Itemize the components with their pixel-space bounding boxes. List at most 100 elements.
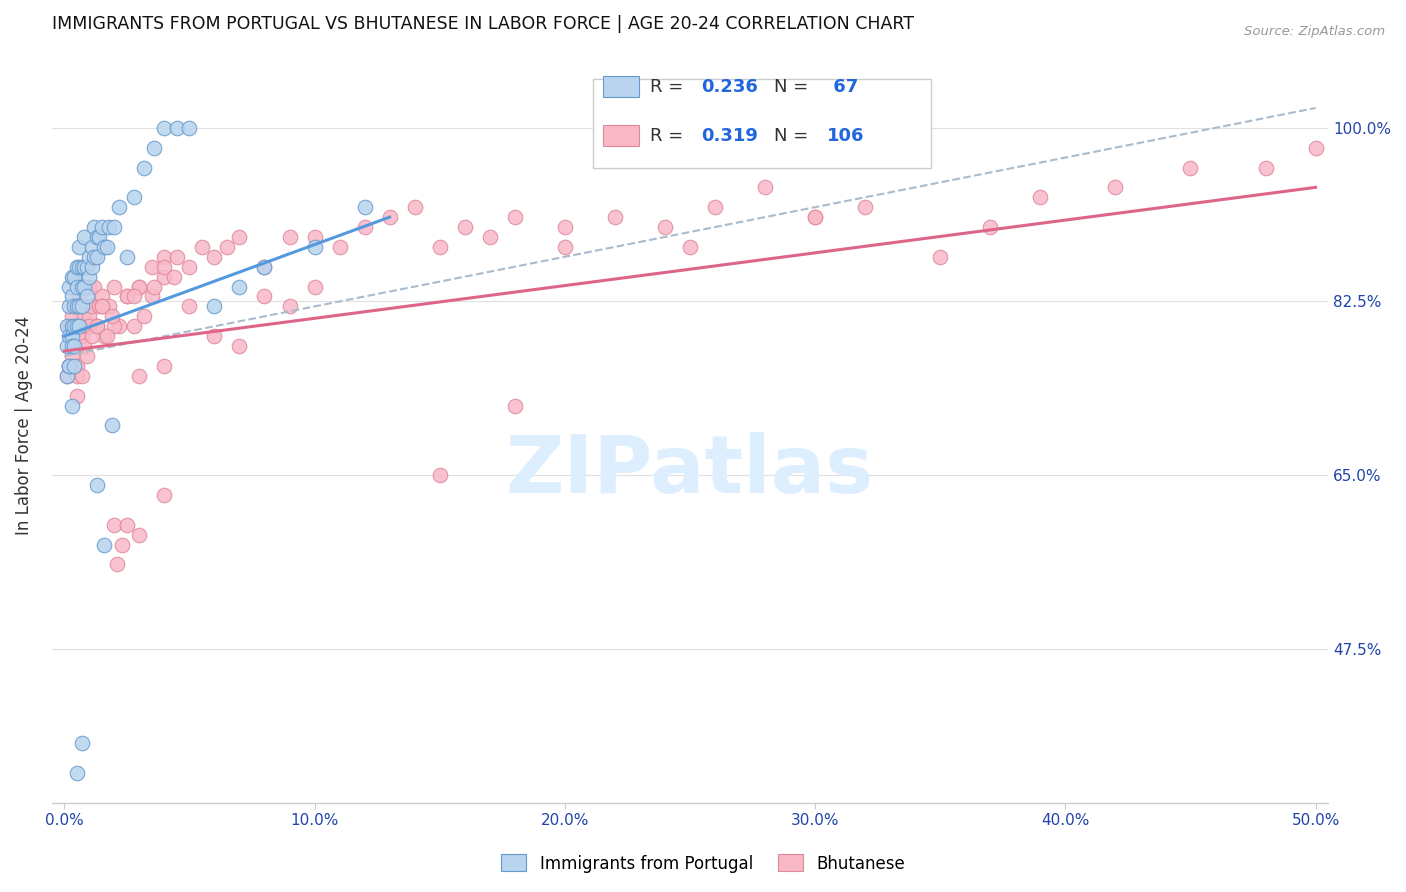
Text: 0.319: 0.319 [702, 127, 758, 145]
Point [66, 260, 89, 274]
Point [79, 310, 101, 324]
Point [58, 300, 80, 314]
Point [228, 279, 250, 293]
Text: IMMIGRANTS FROM PORTUGAL VS BHUTANESE IN LABOR FORCE | AGE 20-24 CORRELATION CHA: IMMIGRANTS FROM PORTUGAL VS BHUTANESE IN… [52, 15, 914, 33]
Point [353, 220, 375, 235]
Point [1305, 141, 1327, 155]
Point [153, 250, 176, 264]
Point [70, 300, 93, 314]
Point [503, 210, 526, 224]
Point [304, 240, 326, 254]
Point [90, 289, 112, 303]
Point [153, 269, 176, 284]
Point [63, 300, 86, 314]
Point [253, 260, 276, 274]
Point [429, 468, 451, 483]
Point [66, 300, 89, 314]
Point [929, 250, 952, 264]
Point [853, 200, 876, 214]
Point [115, 517, 138, 532]
Point [329, 240, 352, 254]
Point [128, 279, 150, 293]
Y-axis label: In Labor Force | Age 20-24: In Labor Force | Age 20-24 [15, 316, 32, 535]
Point [278, 300, 301, 314]
Point [1029, 190, 1052, 204]
Point [124, 190, 146, 204]
Point [679, 240, 702, 254]
Point [79, 269, 101, 284]
Point [66, 765, 89, 780]
Point [70, 368, 93, 383]
Point [179, 300, 201, 314]
Point [70, 329, 93, 343]
Point [98, 300, 121, 314]
Point [253, 260, 276, 274]
Point [63, 339, 86, 353]
Point [58, 359, 80, 373]
Point [103, 517, 125, 532]
Point [111, 537, 134, 551]
Point [804, 210, 827, 224]
Text: Source: ZipAtlas.com: Source: ZipAtlas.com [1244, 25, 1385, 38]
Point [67, 319, 90, 334]
Point [96, 240, 118, 254]
Point [80, 300, 103, 314]
Point [66, 368, 89, 383]
Point [654, 220, 676, 235]
Point [353, 200, 375, 214]
Point [80, 240, 103, 254]
Point [76, 349, 98, 363]
Point [128, 279, 150, 293]
Point [93, 329, 115, 343]
Point [66, 279, 89, 293]
Point [58, 279, 80, 293]
Point [204, 300, 226, 314]
Point [86, 478, 108, 492]
Text: R =: R = [651, 127, 689, 145]
Point [204, 250, 226, 264]
Point [1180, 161, 1202, 175]
Point [55, 319, 77, 334]
Point [108, 319, 131, 334]
Point [76, 300, 98, 314]
Point [179, 120, 201, 135]
Point [128, 368, 150, 383]
Point [89, 230, 111, 244]
Point [101, 310, 124, 324]
Point [58, 329, 80, 343]
Point [93, 240, 115, 254]
Point [124, 289, 146, 303]
Point [58, 359, 80, 373]
Point [90, 220, 112, 235]
Point [278, 230, 301, 244]
Point [93, 537, 115, 551]
Point [60, 269, 83, 284]
Point [60, 339, 83, 353]
Point [66, 300, 89, 314]
Point [79, 279, 101, 293]
Point [153, 488, 176, 502]
Point [66, 389, 89, 403]
Legend: Immigrants from Portugal, Bhutanese: Immigrants from Portugal, Bhutanese [495, 847, 911, 880]
Point [70, 736, 93, 750]
Point [73, 260, 96, 274]
Point [60, 289, 83, 303]
FancyBboxPatch shape [603, 77, 638, 97]
Point [304, 279, 326, 293]
Point [979, 220, 1001, 235]
Point [80, 260, 103, 274]
Point [378, 210, 401, 224]
Point [153, 120, 176, 135]
Point [83, 279, 105, 293]
Point [141, 260, 163, 274]
Point [76, 260, 98, 274]
Point [191, 240, 214, 254]
Text: N =: N = [775, 78, 814, 96]
Point [128, 527, 150, 541]
Point [55, 368, 77, 383]
Text: 106: 106 [827, 127, 865, 145]
Point [141, 289, 163, 303]
Point [60, 349, 83, 363]
Point [73, 279, 96, 293]
Point [63, 339, 86, 353]
